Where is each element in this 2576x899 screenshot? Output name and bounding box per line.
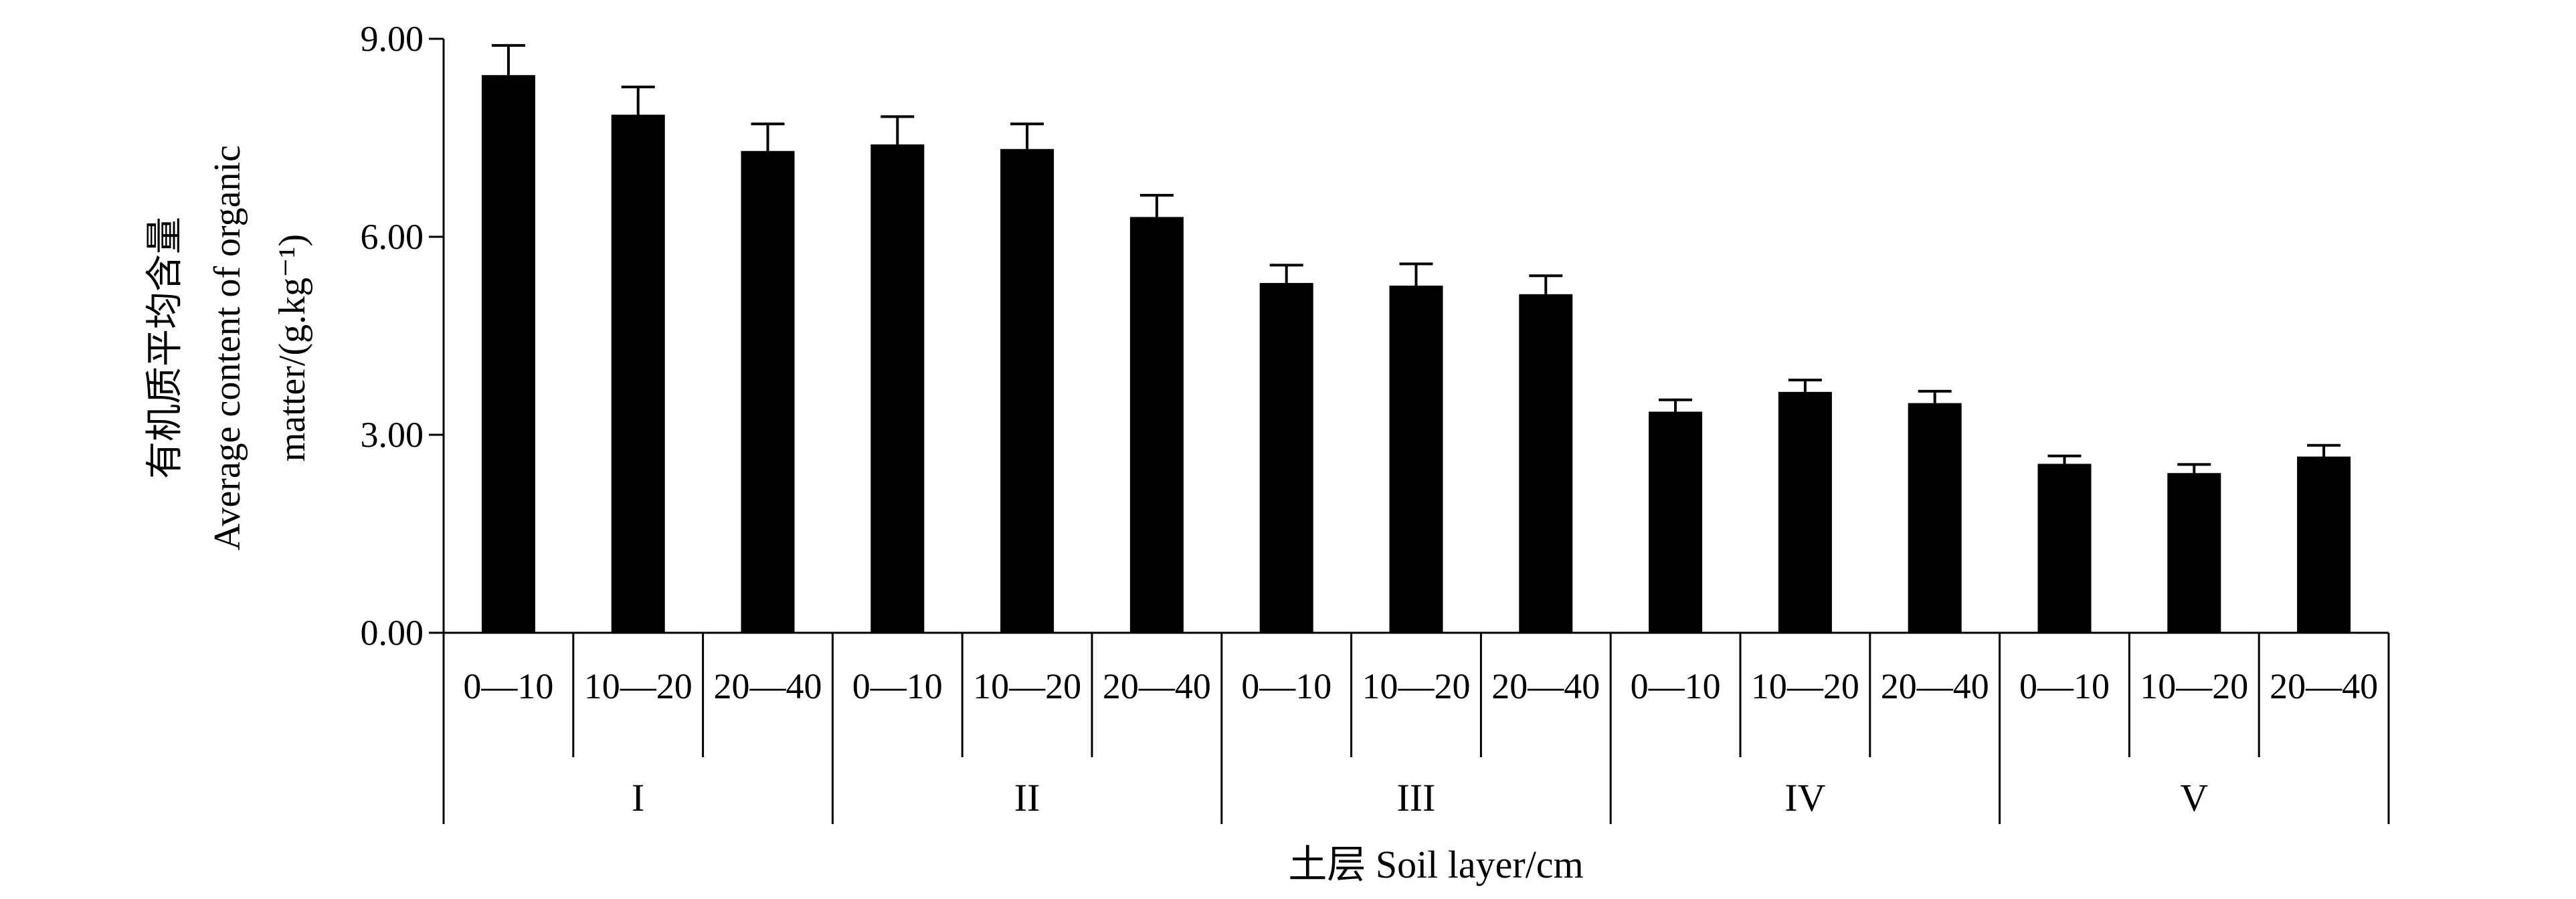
x-tick-label: 10—20 xyxy=(584,666,693,706)
bar xyxy=(1649,411,1703,633)
y-axis-title-line-2: Average content of organic xyxy=(207,145,248,551)
x-tick-label: 20—40 xyxy=(714,666,822,706)
y-axis-title-line-3: matter/(g.kg⁻¹) xyxy=(272,234,313,462)
bar xyxy=(1519,294,1573,633)
y-axis: 0.00 3.00 6.00 9.00 xyxy=(361,19,445,653)
x-axis: 0—10 10—20 20—40 0—10 10—20 20—40 0—10 10—20 20—… xyxy=(442,631,2390,824)
bar xyxy=(2167,473,2221,633)
group-label: IV xyxy=(1784,776,1825,819)
x-tick-label: 20—40 xyxy=(2270,666,2378,706)
x-tick-label: 0—10 xyxy=(463,666,553,706)
group-label: V xyxy=(2180,776,2208,819)
x-tick-label: 10—20 xyxy=(1362,666,1471,706)
bars xyxy=(481,43,2351,633)
bar xyxy=(1000,148,1054,633)
x-tick-label: 20—40 xyxy=(1103,666,1211,706)
y-tick-label: 6.00 xyxy=(361,217,424,257)
bar xyxy=(2297,456,2351,633)
bar xyxy=(870,144,925,633)
y-tick-label: 9.00 xyxy=(361,19,424,59)
x-tick-label: 20—40 xyxy=(1491,666,1600,706)
group-label: III xyxy=(1397,776,1436,819)
bar xyxy=(2037,464,2092,633)
y-tick-label: 3.00 xyxy=(361,415,424,455)
group-label: I xyxy=(632,776,644,819)
bar xyxy=(1778,391,1832,633)
bar xyxy=(1389,286,1443,633)
x-axis-title: 土层 Soil layer/cm xyxy=(1288,843,1583,886)
bar xyxy=(611,114,665,633)
bar xyxy=(481,75,535,633)
x-tick-label: 0—10 xyxy=(852,666,943,706)
group-label: II xyxy=(1014,776,1040,819)
bar xyxy=(1259,283,1313,633)
x-tick-label: 10—20 xyxy=(973,666,1081,706)
x-tick-label: 10—20 xyxy=(1751,666,1859,706)
y-axis-title: 有机质平均含量 Average content of organic matte… xyxy=(145,145,313,551)
bar xyxy=(741,151,795,633)
bar xyxy=(1129,217,1184,633)
x-tick-label: 20—40 xyxy=(1881,666,1989,706)
x-tick-label: 10—20 xyxy=(2140,666,2248,706)
bar xyxy=(1908,403,1962,633)
y-tick-label: 0.00 xyxy=(361,613,424,653)
y-axis-title-line-1: 有机质平均含量 xyxy=(145,217,186,479)
x-tick-label: 0—10 xyxy=(1241,666,1331,706)
x-tick-label: 0—10 xyxy=(2019,666,2110,706)
x-tick-label: 0—10 xyxy=(1631,666,1721,706)
